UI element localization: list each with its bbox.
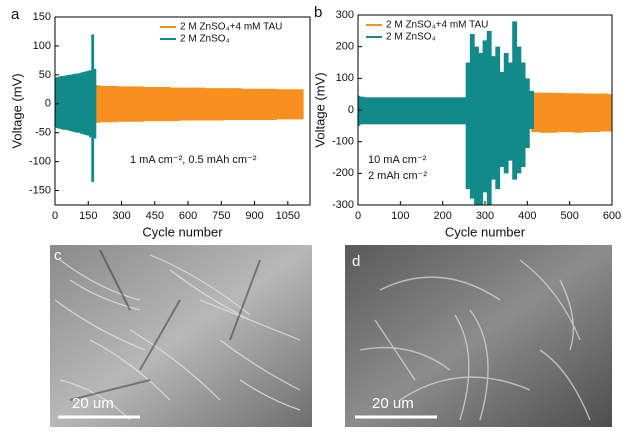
y-tick-label: -50 [35, 127, 51, 139]
y-tick-label: 300 [336, 9, 354, 21]
y-tick-label: -200 [332, 167, 354, 179]
scale-bar-label: 20 um [72, 395, 114, 412]
panel-label: b [314, 4, 322, 21]
scale-bar-c: 20 um c [54, 247, 140, 419]
legend-label: 2 M ZnSO₄ [386, 32, 436, 43]
y-axis-label: Voltage (mV) [9, 73, 24, 148]
plot-area [358, 21, 612, 205]
x-tick-label: 450 [146, 210, 164, 222]
sem-image-d [345, 245, 612, 427]
y-tick-label: 0 [348, 104, 354, 116]
panel-label: a [11, 6, 20, 23]
y-tick-label: -300 [332, 199, 354, 211]
y-tick-label: 200 [336, 41, 354, 53]
x-tick-label: 500 [560, 210, 578, 222]
y-tick-label: 0 [45, 98, 51, 110]
plot-frame [54, 16, 311, 206]
y-tick-label: -100 [332, 136, 354, 148]
legend-label: 2 M ZnSO₄ [180, 34, 230, 45]
y-axis-label: Voltage (mV) [312, 72, 327, 147]
x-tick-label: 400 [518, 210, 536, 222]
y-tick-label: 50 [39, 69, 51, 81]
x-tick-label: 200 [433, 210, 451, 222]
x-tick-label: 750 [212, 210, 230, 222]
annotation: 10 mA cm⁻² [368, 154, 427, 166]
x-tick-label: 150 [79, 210, 97, 222]
x-tick-label: 600 [603, 210, 621, 222]
x-tick-label: 300 [476, 210, 494, 222]
x-axis-label: Cycle number [142, 224, 223, 239]
legend-label: 2 M ZnSO₄+4 mM TAU [180, 22, 282, 33]
y-tick-label: 100 [336, 72, 354, 84]
x-tick-label: 100 [391, 210, 409, 222]
y-tick-label: -100 [29, 156, 51, 168]
legend-label: 2 M ZnSO₄+4 mM TAU [386, 20, 488, 31]
x-tick-label: 600 [179, 210, 197, 222]
scale-bar-label: 20 um [372, 395, 414, 412]
y-tick-label: 100 [33, 40, 51, 52]
x-tick-label: 900 [245, 210, 263, 222]
panel-label: c [54, 247, 62, 264]
x-tick-label: 300 [112, 210, 130, 222]
panel-label: d [352, 253, 360, 270]
x-tick-label: 0 [52, 210, 58, 222]
x-tick-label: 0 [355, 210, 361, 222]
y-tick-label: -150 [29, 184, 51, 196]
x-tick-label: 1050 [276, 210, 300, 222]
x-axis-label: Cycle number [445, 224, 526, 239]
plot-area [55, 34, 304, 182]
annotation: 1 mA cm⁻², 0.5 mAh cm⁻² [130, 154, 257, 166]
sem-image-c [50, 245, 312, 427]
scale-bar-d: 20 um d [352, 253, 437, 419]
annotation: 2 mAh cm⁻² [368, 170, 427, 182]
y-tick-label: 150 [33, 11, 51, 23]
